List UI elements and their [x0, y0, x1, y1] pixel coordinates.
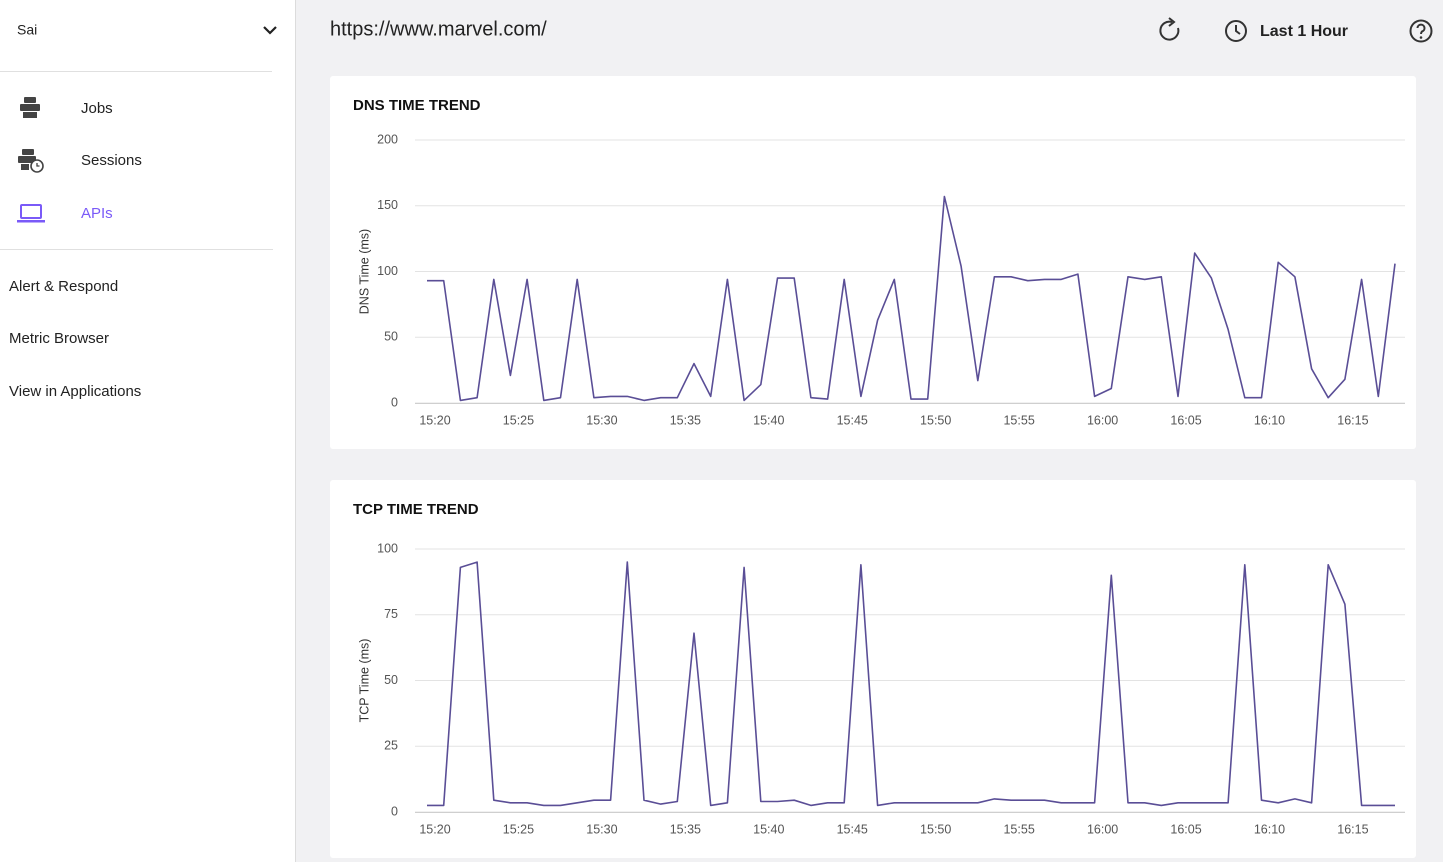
y-tick-label: 200: [377, 132, 398, 146]
y-tick-label: 0: [391, 804, 398, 818]
x-tick-label: 16:00: [1087, 413, 1118, 427]
x-tick-label: 15:35: [670, 822, 701, 836]
y-tick-label: 75: [384, 607, 398, 621]
x-tick-label: 15:50: [920, 413, 951, 427]
time-range[interactable]: Last 1 Hour: [1260, 23, 1348, 40]
help-button[interactable]: [1409, 19, 1433, 43]
sidebar-link[interactable]: Alert & Respond: [9, 278, 118, 295]
page-url: https://www.marvel.com/: [330, 18, 547, 40]
x-tick-label: 15:55: [1003, 822, 1034, 836]
sessions-icon: [18, 149, 44, 173]
data-line: [427, 561, 1395, 807]
chart-title: DNS TIME TREND: [353, 97, 481, 114]
x-tick-label: 16:00: [1087, 822, 1118, 836]
y-tick-label: 50: [384, 330, 398, 344]
x-tick-label: 16:05: [1170, 822, 1201, 836]
x-tick-label: 15:40: [753, 822, 784, 836]
user-chevron[interactable]: [263, 26, 277, 35]
nav-item[interactable]: Sessions: [81, 152, 142, 169]
apis-icon: [17, 204, 45, 223]
refresh-button[interactable]: [1159, 17, 1180, 41]
y-axis-label: DNS Time (ms): [357, 229, 371, 314]
x-tick-label: 15:20: [419, 413, 450, 427]
x-tick-label: 15:20: [419, 822, 450, 836]
y-tick-label: 150: [377, 198, 398, 212]
sidebar-link[interactable]: View in Applications: [9, 383, 141, 400]
user-name[interactable]: Sai: [17, 22, 37, 38]
nav-item[interactable]: Jobs: [81, 100, 113, 117]
x-tick-label: 16:05: [1170, 413, 1201, 427]
y-tick-label: 25: [384, 739, 398, 753]
sidebar: [0, 0, 295, 862]
y-tick-label: 0: [391, 395, 398, 409]
x-tick-label: 15:45: [837, 822, 868, 836]
x-tick-label: 15:25: [503, 822, 534, 836]
chart-card: [330, 76, 1416, 449]
x-tick-label: 16:10: [1254, 822, 1285, 836]
sidebar-link[interactable]: Metric Browser: [9, 330, 109, 347]
x-tick-label: 15:55: [1003, 413, 1034, 427]
chart: TCP TIME TREND TCP Time (ms) 0 25 50 75 100 15:…: [353, 501, 1405, 836]
x-tick-label: 15:50: [920, 822, 951, 836]
clock-icon: [1225, 20, 1247, 42]
y-tick-label: 100: [377, 541, 398, 555]
data-line: [427, 195, 1396, 402]
y-tick-label: 50: [384, 673, 398, 687]
chart-title: TCP TIME TREND: [353, 501, 479, 518]
x-tick-label: 16:15: [1337, 822, 1368, 836]
x-tick-label: 15:40: [753, 413, 784, 427]
nav-item-active[interactable]: APIs: [81, 205, 113, 222]
x-tick-label: 15:25: [503, 413, 534, 427]
y-tick-label: 100: [377, 264, 398, 278]
chart: DNS TIME TREND DNS Time (ms) 0 50 100 150 200 1…: [353, 97, 1405, 427]
charts: DNS TIME TREND DNS Time (ms) 0 50 100 150 200 1…: [353, 97, 1405, 836]
chart-card: [330, 480, 1416, 858]
x-tick-label: 16:10: [1254, 413, 1285, 427]
x-tick-label: 15:30: [586, 822, 617, 836]
y-axis-label: TCP Time (ms): [357, 639, 371, 723]
x-tick-label: 15:35: [670, 413, 701, 427]
jobs-icon: [20, 97, 40, 118]
x-tick-label: 15:45: [837, 413, 868, 427]
x-tick-label: 16:15: [1337, 413, 1368, 427]
x-tick-label: 15:30: [586, 413, 617, 427]
